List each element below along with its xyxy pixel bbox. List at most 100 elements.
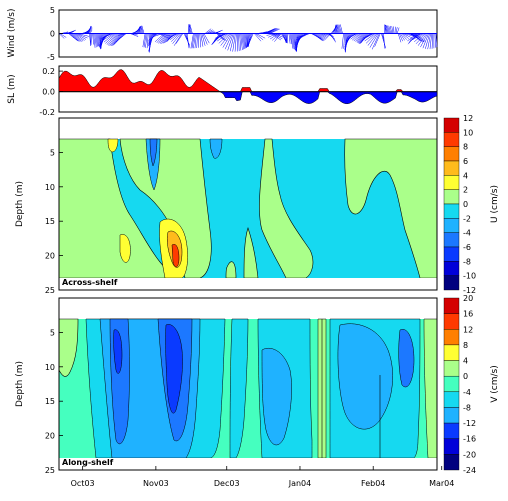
- wind-stick: [434, 33, 436, 48]
- wind-stick: [268, 33, 278, 38]
- v-contour-green-left: [59, 318, 79, 377]
- v-colorbar-tick-0: 20: [463, 294, 473, 303]
- u-colorbar-swatch-8: [443, 232, 460, 248]
- wind-stick: [146, 33, 149, 49]
- u-blank-bottom: [59, 278, 437, 290]
- wind-stick: [384, 24, 387, 34]
- v-colorbar-tick-2: 12: [463, 325, 473, 334]
- wind-stick: [214, 33, 227, 39]
- wind-stick: [95, 33, 98, 47]
- wind-stick: [384, 24, 386, 34]
- wind-stick: [175, 33, 184, 44]
- wind-stick: [317, 33, 325, 41]
- u-colorbar-swatch-5: [443, 189, 460, 205]
- u-colorbar-swatch-9: [443, 246, 460, 262]
- wind-stick: [75, 33, 87, 40]
- sl-y-label: SL (m): [7, 74, 17, 103]
- wind-stick: [316, 33, 325, 41]
- v-axes-frame: [58, 297, 438, 471]
- u-colorbar-swatch-1: [443, 132, 460, 147]
- v-colorbar-swatch-8: [443, 422, 460, 439]
- wind-stick-series: [58, 24, 438, 53]
- wind-stick: [199, 33, 202, 48]
- wind-stick: [371, 33, 380, 50]
- wind-stick: [205, 29, 213, 34]
- wind-stick: [284, 33, 287, 43]
- wind-stick: [72, 33, 82, 42]
- wind-stick: [76, 33, 88, 39]
- wind-stick: [202, 33, 208, 45]
- wind-stick: [69, 33, 79, 42]
- wind-stick: [58, 33, 65, 39]
- v-colorbar-swatch-2: [443, 329, 460, 346]
- wind-stick: [274, 33, 281, 42]
- wind-stick: [367, 33, 378, 46]
- wind-stick: [319, 33, 327, 40]
- wind-stick: [147, 33, 158, 41]
- wind-stick: [287, 33, 289, 44]
- wind-stick: [403, 33, 411, 38]
- wind-stick: [227, 33, 234, 51]
- u-colorbar-tick-3: 6: [463, 157, 468, 166]
- wind-stick: [140, 25, 144, 34]
- v-colorbar-tick-9: -16: [463, 435, 476, 444]
- wind-stick: [105, 33, 116, 44]
- u-colorbar-tick-6: 0: [463, 200, 468, 209]
- wind-stick: [156, 33, 166, 43]
- wind-stick: [101, 33, 113, 39]
- wind-stick: [169, 33, 179, 40]
- wind-stick: [220, 33, 231, 46]
- u-contour-blue-2: [149, 138, 158, 167]
- wind-stick: [256, 33, 266, 39]
- u-colorbar-label: U (cm/s): [490, 185, 500, 223]
- wind-stick: [402, 33, 409, 39]
- wind-stick: [336, 24, 339, 34]
- wind-stick: [141, 25, 145, 34]
- wind-stick: [153, 33, 164, 37]
- wind-stick: [412, 33, 422, 42]
- wind-stick: [336, 24, 340, 34]
- wind-stick: [292, 33, 296, 50]
- wind-stick: [111, 33, 122, 46]
- v-ytick-label-3: 20: [45, 432, 55, 441]
- u-colorbar-tick-9: -6: [463, 243, 471, 252]
- x-tick-label-5: Mar04: [429, 479, 454, 488]
- wind-stick: [272, 33, 280, 41]
- wind-stick: [71, 33, 81, 42]
- wind-stick: [388, 25, 392, 34]
- u-contour-green-3: [259, 138, 314, 279]
- u-colorbar-tick-8: -4: [463, 229, 471, 238]
- x-tick-label-3: Jan04: [288, 479, 312, 488]
- u-colorbar-tick-10: -8: [463, 257, 471, 266]
- wind-stick: [138, 26, 140, 34]
- wind-stick: [229, 33, 235, 52]
- u-colorbar-tick-1: 10: [463, 128, 473, 137]
- wind-stick: [99, 33, 109, 45]
- wind-stick: [242, 33, 245, 49]
- wind-ytick-label-1: 0: [50, 30, 55, 39]
- wind-stick: [352, 33, 360, 41]
- v-colorbar-tick-10: -20: [463, 450, 476, 459]
- u-colorbar-tick-5: 2: [463, 186, 468, 195]
- wind-stick: [90, 33, 92, 46]
- wind-stick: [137, 27, 140, 34]
- u-contour-yellow-2: [119, 234, 131, 263]
- u-colorbar-swatch-6: [443, 203, 460, 219]
- wind-stick: [411, 33, 421, 42]
- sea-level-panel: -0.2 0.0 0.2 SL (m): [7, 65, 438, 117]
- wind-stick: [358, 33, 366, 44]
- wind-stick: [389, 25, 393, 34]
- wind-ytick-label-0: -5: [47, 53, 55, 62]
- wind-stick: [386, 25, 389, 34]
- wind-stick: [189, 24, 193, 34]
- v-y-label: Depth (m): [15, 361, 25, 407]
- wind-stick: [139, 26, 142, 34]
- wind-stick: [296, 33, 308, 39]
- wind-stick: [73, 33, 84, 42]
- x-tick-label-0: Oct03: [71, 479, 95, 488]
- u-colorbar-tick-7: -2: [463, 214, 471, 223]
- wind-stick: [74, 33, 85, 41]
- wind-stick: [103, 33, 115, 43]
- wind-stick: [110, 33, 121, 47]
